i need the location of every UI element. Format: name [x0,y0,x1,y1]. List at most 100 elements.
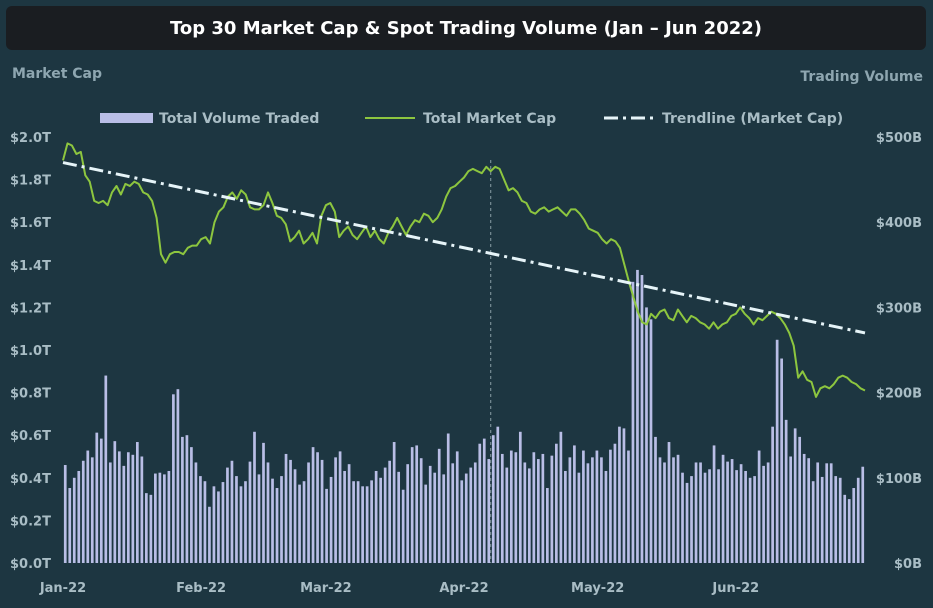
volume-bar [509,450,513,563]
volume-bar [419,458,423,563]
right-y-tick-label: $400B [876,216,922,231]
volume-bar [316,452,319,563]
volume-bar [379,477,382,563]
volume-bar [536,459,540,563]
volume-bar [825,463,829,563]
left-y-tick-label: $2.0T [10,131,51,146]
volume-bar [663,462,666,563]
volume-bar [676,454,680,563]
volume-bar [482,438,486,563]
volume-bar [820,476,824,563]
volume-bar [338,451,342,563]
left-y-tick-label: $0.6T [10,429,51,444]
volume-bar [361,486,364,563]
volume-bar [464,473,468,563]
volume-bar [388,460,392,563]
volume-bar [383,467,387,563]
volume-bar [667,442,671,563]
volume-bar [699,462,702,563]
volume-bar [72,477,76,563]
volume-bar [271,478,274,563]
volume-bar [343,470,346,563]
volume-bar [784,419,788,563]
volume-bar [90,457,94,563]
volume-bar [370,480,373,563]
x-tick-label: Apr-22 [439,581,488,596]
volume-bar [685,482,689,563]
volume-bar [730,459,734,563]
volume-bar [230,460,234,563]
volume-bar [77,470,81,563]
volume-bar [600,457,603,563]
volume-bar [298,484,301,563]
volume-bar [735,470,738,563]
volume-bar [609,449,612,563]
volume-bar [771,426,774,563]
volume-bar [838,477,842,563]
volume-bar [126,452,130,563]
left-y-tick-label: $0.8T [10,387,51,402]
volume-bar [131,454,135,563]
trendline [62,161,866,335]
volume-bar [604,470,608,563]
volume-bar [68,488,72,563]
volume-bar [86,450,90,563]
left-y-tick-label: $1.6T [10,216,51,231]
volume-bar [658,457,662,563]
volume-bar [613,443,617,563]
x-tick-label: Jan-22 [39,581,86,596]
volume-bar [352,481,355,563]
volume-bar [226,467,229,563]
volume-bar [212,486,216,563]
volume-bar [307,462,310,563]
volume-bar [455,451,459,563]
volume-bar [856,477,860,563]
volume-bar [527,468,531,563]
volume-bar [591,457,594,563]
chart-title-bar: Top 30 Market Cap & Spot Trading Volume … [6,6,926,50]
volume-bar [460,480,464,563]
volume-bar [487,459,491,563]
volume-bar [320,459,324,563]
volume-bar [81,460,85,563]
volume-bar [568,457,572,563]
left-y-tick-label: $1.2T [10,301,51,316]
volume-bar [744,470,747,563]
volume-bar [861,466,865,563]
volume-bar [135,442,139,563]
volume-bar [293,469,297,563]
volume-bar [104,375,108,563]
volume-bar [582,450,585,563]
legend-swatch-volume [100,113,153,123]
volume-bar [122,465,126,563]
volume-bar [564,470,567,563]
legend-label-market-cap: Total Market Cap [423,111,556,127]
volume-bar [244,481,247,563]
volume-bar [622,428,626,563]
volume-bar [555,443,558,563]
volume-bar [636,269,639,563]
volume-bar [631,281,635,563]
volume-bar [185,435,189,563]
trendline-series [62,161,866,335]
volume-bar [816,462,820,563]
volume-bar [415,445,419,563]
volume-bar [518,431,522,563]
volume-bar [262,442,265,563]
volume-bar [757,450,761,563]
volume-bar [852,488,856,563]
volume-bar [573,445,576,563]
volume-bar [154,473,157,563]
volume-bar [289,459,292,563]
volume-bar [442,474,446,563]
volume-bar [478,443,482,563]
volume-bar [834,476,838,563]
volume-bar [505,467,509,563]
volume-bar [811,481,815,563]
volume-bar [496,426,500,563]
volume-bar [523,462,527,563]
volume-bar [221,482,225,563]
volume-bar [775,339,779,563]
volume-bar [712,445,716,563]
right-y-tick-label: $200B [876,387,922,402]
